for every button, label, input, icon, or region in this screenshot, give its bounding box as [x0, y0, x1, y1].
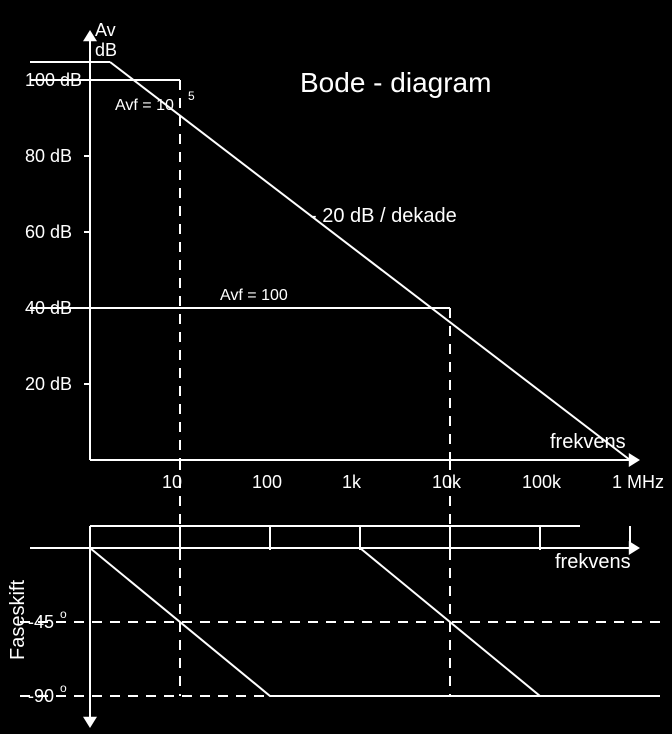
svg-text:100k: 100k	[522, 472, 562, 492]
svg-text:1k: 1k	[342, 472, 362, 492]
svg-text:Bode - diagram: Bode - diagram	[300, 67, 491, 98]
svg-text:Avf = 100: Avf = 100	[220, 287, 288, 304]
svg-text:20 dB: 20 dB	[25, 374, 72, 394]
svg-text:100: 100	[252, 472, 282, 492]
svg-text:Avf = 10: Avf = 10	[115, 97, 174, 114]
svg-text:-45: -45	[28, 612, 54, 632]
svg-text:frekvens: frekvens	[555, 551, 631, 573]
svg-text:60 dB: 60 dB	[25, 222, 72, 242]
svg-text:frekvens: frekvens	[550, 431, 626, 453]
svg-text:Av: Av	[95, 20, 116, 40]
svg-text:- 20 dB / dekade: - 20 dB / dekade	[310, 205, 457, 227]
svg-text:dB: dB	[95, 40, 117, 60]
svg-text:-90: -90	[28, 686, 54, 706]
svg-text:1 MHz: 1 MHz	[612, 472, 664, 492]
bode-diagram: AvdBfrekvensBode - diagram20 dB40 dB60 d…	[0, 0, 672, 734]
svg-text:o: o	[60, 681, 67, 695]
svg-text:Faseskift: Faseskift	[7, 580, 29, 660]
svg-text:o: o	[60, 607, 67, 621]
svg-text:5: 5	[188, 89, 195, 103]
svg-text:10k: 10k	[432, 472, 462, 492]
svg-text:80 dB: 80 dB	[25, 146, 72, 166]
